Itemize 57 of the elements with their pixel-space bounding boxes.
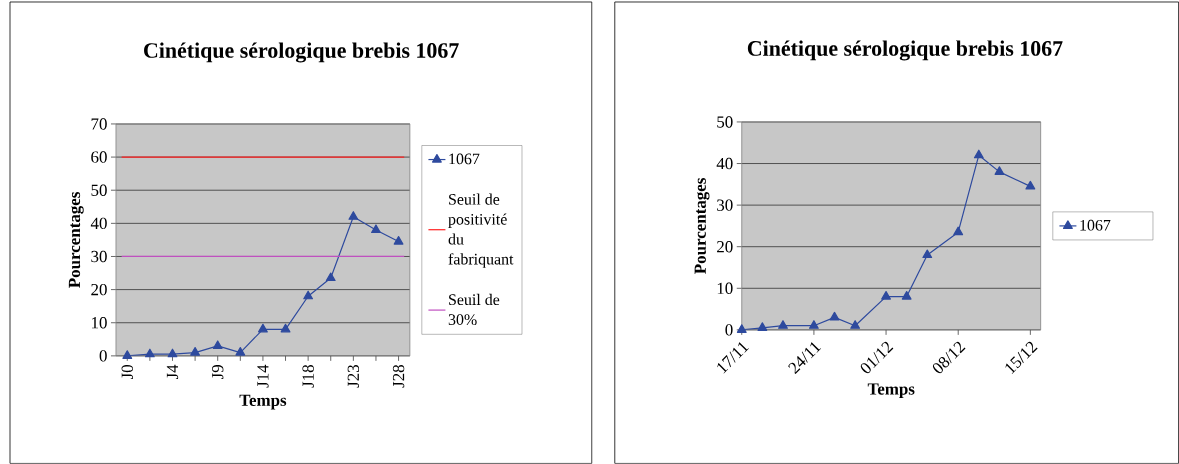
legend-label: 1067 bbox=[449, 153, 480, 165]
point bbox=[1025, 180, 1036, 190]
y-tick-label: 40 bbox=[90, 217, 107, 230]
y-tick-label: 30 bbox=[91, 250, 107, 263]
point bbox=[850, 320, 861, 329]
point bbox=[922, 249, 933, 259]
legend-label: Seuil de positivité du fabriquant bbox=[448, 193, 514, 268]
point bbox=[144, 348, 155, 358]
y-tick-label: 30 bbox=[717, 199, 733, 211]
point bbox=[953, 226, 964, 236]
x-tick-label: J28 bbox=[392, 365, 405, 388]
point bbox=[901, 291, 912, 300]
point bbox=[757, 322, 768, 331]
y-tick-label: 50 bbox=[717, 116, 733, 128]
y-tick-label: 20 bbox=[91, 283, 107, 296]
point bbox=[167, 348, 178, 358]
point bbox=[808, 320, 819, 329]
x-tick-label: J18 bbox=[302, 365, 314, 388]
y-tick-label: 10 bbox=[92, 317, 107, 329]
y-tick-label: 20 bbox=[717, 241, 733, 253]
y-tick-label: 0 bbox=[725, 324, 733, 336]
legend-label: Seuil de 30% bbox=[448, 293, 500, 326]
chart-title: Cinétique sérologique brebis 1067 bbox=[144, 42, 459, 63]
legend-label: 1067 bbox=[1080, 219, 1111, 231]
x-tick-label: J0 bbox=[121, 365, 133, 380]
x-tick-label: J4 bbox=[166, 364, 179, 380]
point bbox=[881, 291, 891, 300]
y-axis-title: Pourcentages bbox=[68, 192, 84, 288]
point bbox=[257, 323, 268, 333]
y-tick-label: 10 bbox=[717, 282, 733, 295]
point bbox=[973, 149, 984, 159]
y-tick-label: 70 bbox=[91, 118, 107, 130]
point bbox=[303, 290, 314, 300]
x-tick-label: J23 bbox=[347, 365, 360, 388]
chart-title: Cinétique sérologique brebis 1067 bbox=[747, 40, 1063, 61]
point bbox=[122, 350, 133, 360]
point bbox=[778, 320, 788, 329]
x-axis-title: Temps bbox=[867, 383, 915, 399]
point bbox=[393, 236, 404, 245]
point bbox=[280, 323, 291, 333]
y-axis-title: Pourcentages bbox=[694, 178, 710, 274]
y-tick-label: 0 bbox=[99, 350, 107, 362]
x-tick-label: J9 bbox=[212, 365, 224, 380]
point bbox=[325, 272, 336, 282]
point bbox=[829, 311, 840, 321]
point bbox=[994, 166, 1005, 176]
x-axis-title: Temps bbox=[239, 394, 287, 410]
y-tick-label: 50 bbox=[91, 184, 107, 197]
x-tick-label: J14 bbox=[257, 364, 269, 388]
point bbox=[736, 324, 747, 334]
point bbox=[235, 347, 246, 356]
y-tick-label: 40 bbox=[716, 157, 733, 170]
y-tick-label: 60 bbox=[91, 151, 107, 163]
point bbox=[348, 211, 359, 220]
point bbox=[190, 347, 201, 356]
point bbox=[371, 224, 381, 234]
point bbox=[212, 340, 223, 350]
